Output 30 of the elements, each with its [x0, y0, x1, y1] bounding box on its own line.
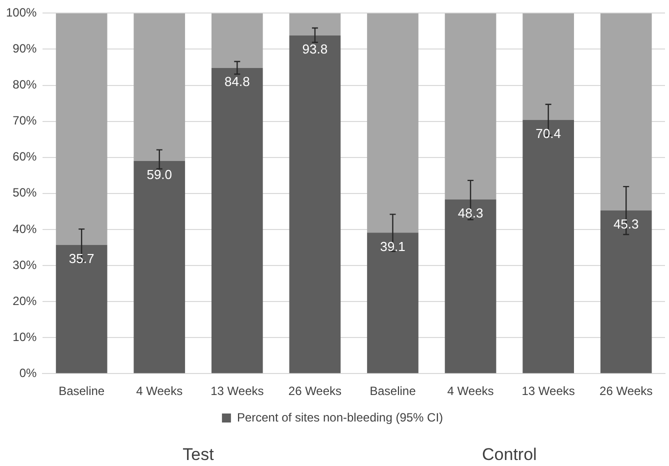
y-tick-label: 70%	[12, 114, 38, 128]
x-tick-label: 26 Weeks	[600, 384, 653, 398]
y-tick-label: 30%	[12, 258, 38, 272]
data-label: 84.8	[224, 74, 250, 90]
y-tick-label: 50%	[12, 186, 38, 200]
y-tick-label: 60%	[12, 150, 38, 164]
data-label: 59.0	[146, 167, 172, 182]
legend-label: Percent of sites non-bleeding (95% CI)	[236, 410, 444, 424]
x-tick-label: 13 Weeks	[522, 384, 575, 398]
data-label: 45.3	[613, 216, 639, 232]
y-tick-label: 40%	[12, 222, 38, 236]
x-tick-label: Baseline	[58, 384, 105, 398]
text: Control	[482, 445, 537, 464]
data-label: 70.4	[536, 126, 561, 141]
data-label: 93.8	[302, 42, 328, 57]
y-tick-label: 10%	[12, 330, 38, 344]
x-tick-label: Baseline	[370, 384, 416, 398]
y-tick-label: 100%	[6, 6, 38, 20]
data-label: 48.3	[458, 206, 484, 221]
x-tick-label: 4 Weeks	[447, 384, 494, 398]
y-tick-label: 90%	[12, 42, 38, 56]
x-tick-label: 13 Weeks	[210, 384, 264, 398]
y-tick-label: 20%	[12, 294, 38, 308]
data-label: 35.7	[68, 251, 94, 266]
x-tick-label: 4 Weeks	[136, 384, 183, 398]
y-tick-label: 80%	[12, 78, 38, 92]
data-label: 39.1	[380, 238, 406, 254]
x-tick-label: 26 Weeks	[288, 384, 342, 398]
text: Test	[182, 445, 214, 464]
y-tick-label: 0%	[19, 366, 38, 380]
